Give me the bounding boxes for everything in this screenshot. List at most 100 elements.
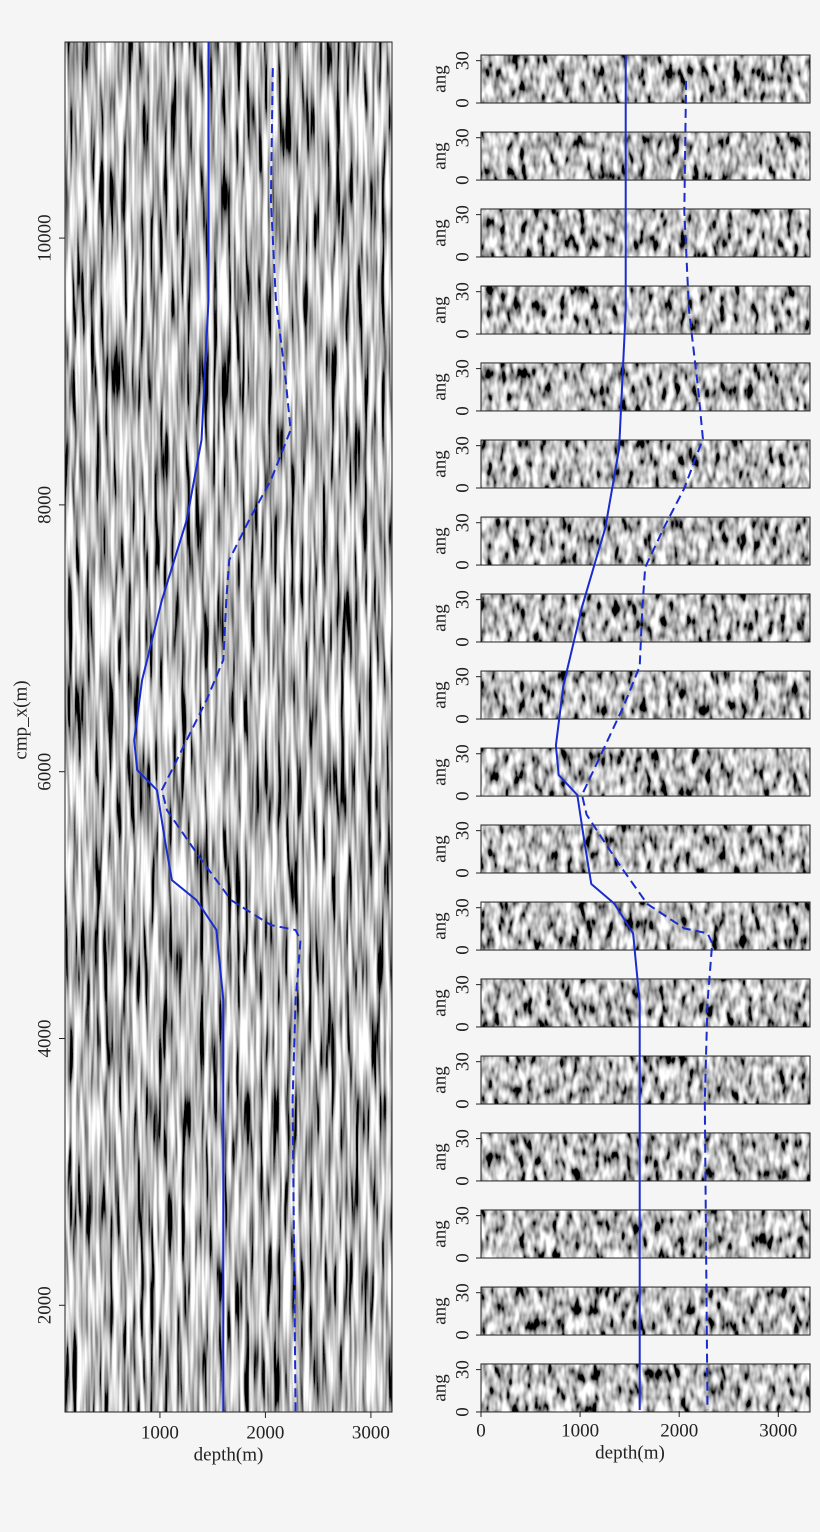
angle-gather	[481, 517, 810, 566]
y-tick-label: 6000	[34, 753, 55, 791]
y-tick-label: 4000	[34, 1019, 55, 1057]
gather-axis-label: ang	[429, 296, 450, 324]
gather-tick-label: 30	[452, 1206, 473, 1225]
gather-tick-label: 30	[452, 667, 473, 686]
gather-tick-label: 30	[452, 1360, 473, 1379]
gather-axis-label: ang	[429, 1220, 450, 1248]
horizon-line-gathers	[554, 55, 641, 1410]
x-tick-label: 0	[476, 1420, 486, 1441]
x-tick-label: 2000	[246, 1422, 284, 1443]
gather-tick-label: 30	[452, 128, 473, 147]
gather-frame	[480, 901, 811, 951]
gather-frame	[480, 978, 811, 1028]
x-axis-label: depth(m)	[595, 1442, 665, 1463]
gather-axis-label: ang	[429, 373, 450, 401]
gather-axis-label: ang	[429, 989, 450, 1017]
gather-tick-label: 30	[452, 513, 473, 532]
gather-frame	[480, 54, 811, 104]
gather-tick-label: 0	[452, 637, 473, 647]
gather-tick-label: 0	[452, 1022, 473, 1032]
gather-axis-label: ang	[429, 912, 450, 940]
gather-frame	[480, 362, 811, 412]
gather-frame	[480, 208, 811, 258]
x-tick-label: 3000	[352, 1422, 390, 1443]
x-tick-label: 2000	[660, 1420, 698, 1441]
x-tick-label: 3000	[759, 1420, 797, 1441]
angle-gather	[481, 55, 810, 104]
gather-frame	[480, 747, 811, 797]
gather-tick-label: 30	[452, 975, 473, 994]
frame	[64, 41, 393, 1413]
gather-frame	[480, 285, 811, 335]
gather-frame	[480, 1209, 811, 1259]
horizon-line-gathers	[580, 80, 714, 1411]
gather-tick-label: 0	[452, 1407, 473, 1417]
gather-tick-label: 30	[452, 821, 473, 840]
gather-frame	[480, 824, 811, 874]
angle-gather	[481, 825, 810, 874]
y-axis-label: cmp_x(m)	[10, 680, 31, 759]
angle-gather	[481, 208, 810, 257]
gather-tick-label: 30	[452, 898, 473, 917]
gather-tick-label: 30	[452, 436, 473, 455]
gather-tick-label: 30	[452, 744, 473, 763]
angle-gather	[481, 362, 810, 411]
gather-tick-label: 0	[452, 252, 473, 262]
gather-axis-label: ang	[429, 681, 450, 709]
gather-tick-label: 0	[452, 483, 473, 493]
x-axis-label: depth(m)	[194, 1444, 264, 1465]
angle-gather	[481, 440, 810, 489]
gather-tick-label: 0	[452, 175, 473, 185]
gather-tick-label: 30	[452, 1129, 473, 1148]
gather-tick-label: 0	[452, 1099, 473, 1109]
gather-axis-label: ang	[429, 1143, 450, 1171]
gather-axis-label: ang	[429, 219, 450, 247]
gather-axis-label: ang	[429, 450, 450, 478]
gather-axis-label: ang	[429, 758, 450, 786]
x-tick-label: 1000	[561, 1420, 599, 1441]
gather-tick-label: 0	[452, 1176, 473, 1186]
gather-frame	[480, 1363, 811, 1413]
gather-axis-label: ang	[429, 835, 450, 863]
gather-tick-label: 0	[452, 329, 473, 339]
gather-tick-label: 0	[452, 1253, 473, 1263]
gather-tick-label: 30	[452, 590, 473, 609]
angle-gather	[481, 593, 810, 642]
gather-frame	[480, 593, 811, 643]
gather-axis-label: ang	[429, 1066, 450, 1094]
angle-gather	[481, 1363, 810, 1412]
gather-tick-label: 0	[452, 406, 473, 416]
gather-axis-label: ang	[429, 1297, 450, 1325]
gather-tick-label: 0	[452, 98, 473, 108]
angle-gather	[481, 902, 810, 951]
gather-frame	[480, 439, 811, 489]
angle-gather	[481, 1056, 810, 1105]
y-tick-label: 8000	[34, 486, 55, 524]
angle-gather	[481, 1132, 810, 1181]
angle-gather	[481, 286, 810, 335]
gather-frame	[480, 1055, 811, 1105]
gather-axis-label: ang	[429, 65, 450, 93]
gather-axis-label: ang	[429, 1374, 450, 1402]
gather-tick-label: 0	[452, 868, 473, 878]
gather-frame	[480, 1286, 811, 1336]
gather-tick-label: 0	[452, 560, 473, 570]
x-tick-label: 1000	[141, 1422, 179, 1443]
gather-tick-label: 30	[452, 205, 473, 224]
gather-tick-label: 0	[452, 791, 473, 801]
horizon-line	[133, 42, 225, 1412]
angle-gather	[481, 1287, 810, 1336]
gather-tick-label: 30	[452, 51, 473, 70]
gather-tick-label: 30	[452, 1283, 473, 1302]
gather-frame	[480, 670, 811, 720]
angle-gather	[481, 1209, 810, 1258]
horizon-line	[160, 68, 302, 1412]
gather-tick-label: 30	[452, 1052, 473, 1071]
gather-axis-label: ang	[429, 527, 450, 555]
gather-axis-label: ang	[429, 142, 450, 170]
angle-gather	[481, 132, 810, 181]
y-tick-label: 2000	[34, 1286, 55, 1324]
gather-tick-label: 0	[452, 1330, 473, 1340]
y-tick-label: 10000	[34, 214, 55, 262]
